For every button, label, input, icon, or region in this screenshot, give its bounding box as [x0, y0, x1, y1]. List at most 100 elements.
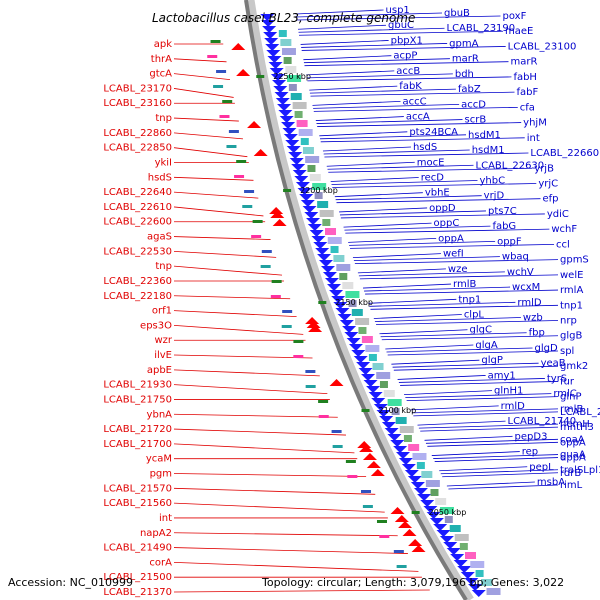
gene-label-forward: LCABL_22180: [103, 291, 172, 302]
reverse-gene-arrow: [468, 584, 483, 591]
gene-label-reverse: marR: [452, 54, 479, 65]
scale-mark-label: 2100 kbp: [379, 406, 417, 415]
gene-label-reverse: oppA: [438, 233, 464, 244]
reverse-gene-arrow: [297, 188, 312, 195]
scale-mark-label: 2050 kbp: [429, 508, 467, 517]
gene-label-reverse: glgA: [475, 340, 497, 351]
label-connector: [173, 354, 313, 359]
reverse-gene-arrow: [457, 566, 472, 573]
gene-label-reverse: pts7C: [488, 206, 517, 217]
cog-block: [309, 174, 321, 181]
gene-label-reverse: bdh: [455, 69, 474, 80]
label-connector: [320, 134, 467, 140]
feature-marker: [244, 190, 255, 193]
label-connector: [440, 469, 559, 475]
label-connector: [303, 58, 450, 64]
label-connector: [331, 180, 478, 185]
label-connector: [173, 236, 271, 240]
label-connector: [296, 15, 501, 21]
reverse-gene-arrow: [376, 410, 391, 417]
gene-label-forward: napA2: [140, 528, 172, 539]
cog-block: [294, 111, 303, 118]
gene-label-forward: eps3O: [140, 320, 172, 331]
reverse-gene-arrow: [433, 524, 448, 531]
reverse-gene-arrow: [261, 20, 276, 27]
label-connector: [425, 438, 559, 444]
cog-block: [298, 129, 313, 136]
gene-label-reverse: LCABL_23100: [508, 41, 577, 52]
forward-gene-arrow: [236, 69, 251, 76]
gene-label-reverse: fabF: [517, 87, 539, 98]
gene-label-forward: LCABL_22600: [103, 217, 172, 228]
label-connector: [173, 191, 259, 199]
scale-mark-tick: [256, 75, 265, 78]
reverse-gene-arrow: [384, 428, 399, 435]
scale-mark-tick: [283, 189, 292, 192]
gene-label-forward: LCABL_21720: [103, 424, 172, 435]
gene-label-reverse: accB: [396, 66, 420, 77]
label-connector: [173, 295, 291, 300]
cog-block: [348, 300, 357, 307]
reverse-gene-arrow: [319, 260, 334, 267]
gene-label-reverse: cfa: [520, 102, 535, 113]
label-connector: [410, 405, 499, 411]
reverse-gene-arrow: [306, 218, 321, 225]
forward-gene-arrow: [402, 529, 417, 536]
label-connector: [299, 30, 504, 36]
label-connector: [411, 408, 559, 414]
label-connector: [376, 320, 559, 325]
gene-label-reverse: marR: [510, 57, 537, 68]
gene-label-reverse: wchV: [507, 267, 534, 278]
feature-marker: [318, 415, 329, 418]
gene-label-reverse: yrjC: [538, 178, 558, 189]
gene-label-reverse: LCABL_21740: [508, 416, 577, 427]
cog-block: [319, 210, 334, 217]
scale-marks: 2250 kbp 2200 kbp 2150 kbp 2100 kbp 2050 kbp: [256, 72, 466, 517]
forward-gene-arrow: [305, 317, 320, 324]
gene-label-reverse: wefI: [443, 249, 464, 260]
label-connector: [405, 393, 552, 399]
feature-marker: [332, 445, 343, 448]
gene-label-reverse: int: [527, 133, 540, 144]
label-connector: [370, 304, 559, 310]
forward-gene-arrow: [270, 211, 285, 218]
feature-marker: [281, 325, 292, 328]
gene-label-reverse: mntH3: [560, 422, 594, 433]
gene-label-reverse: fabZ: [458, 84, 481, 95]
reverse-gene-arrow: [289, 158, 304, 165]
reverse-gene-arrow: [439, 536, 454, 543]
feature-marker: [216, 70, 227, 73]
label-connector: [391, 359, 480, 365]
gene-label-reverse: LCABL_22660: [530, 148, 599, 159]
reverse-gene-arrow: [407, 476, 422, 483]
feature-marker: [270, 295, 281, 298]
reverse-gene-arrow: [313, 242, 328, 249]
label-connector: [173, 250, 277, 258]
label-connector: [373, 314, 462, 319]
gene-label-reverse: scrB: [465, 115, 487, 126]
label-connector: [381, 335, 559, 341]
gene-label-forward: wzr: [154, 335, 172, 346]
reverse-gene-arrow: [401, 464, 416, 471]
label-connector: [327, 164, 474, 170]
label-connector: [431, 451, 520, 456]
feature-marker: [396, 565, 407, 568]
reverse-gene-arrow: [300, 200, 315, 207]
scale-mark-label: 2250 kbp: [273, 72, 311, 81]
label-connector: [400, 381, 559, 386]
reverse-gene-arrow: [269, 68, 284, 75]
forward-gene-arrow: [269, 207, 284, 214]
reverse-gene-arrow: [263, 32, 278, 39]
gene-label-reverse: rimL: [560, 480, 583, 491]
reverse-gene-arrow: [356, 362, 371, 369]
forward-gene-arrow: [411, 545, 426, 552]
reverse-gene-arrow: [404, 470, 419, 477]
cog-block: [459, 543, 468, 550]
cog-block: [288, 84, 297, 91]
gene-label-reverse: vbhE: [425, 188, 450, 199]
label-connector: [301, 46, 506, 51]
reverse-gene-arrow: [413, 488, 428, 495]
feature-marker: [242, 205, 253, 208]
gene-label-reverse: fabK: [399, 81, 422, 92]
reverse-gene-arrow: [279, 116, 294, 123]
